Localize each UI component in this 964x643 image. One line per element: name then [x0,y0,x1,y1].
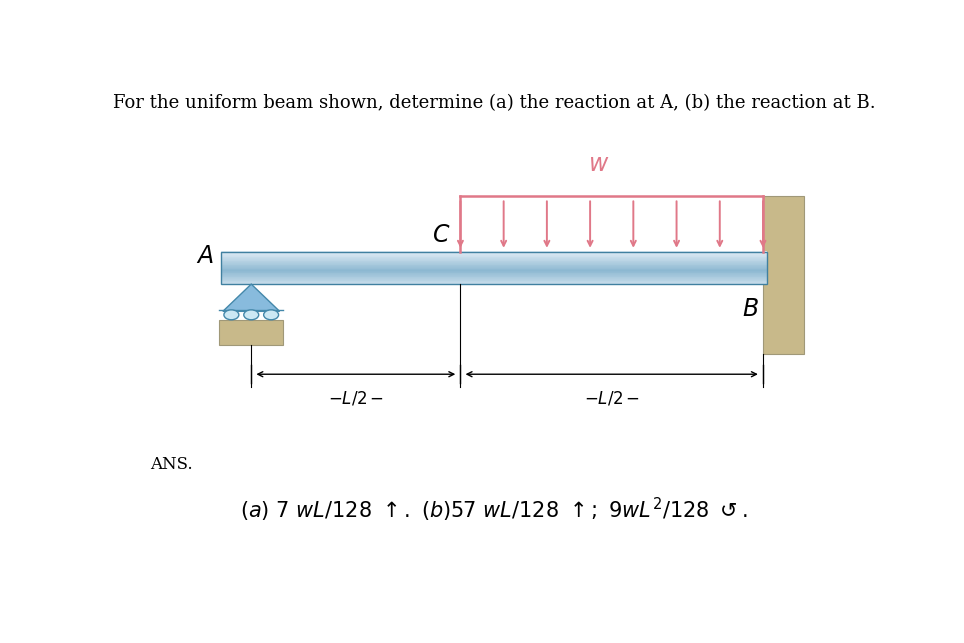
Bar [222,277,766,278]
Text: $-L/2-$: $-L/2-$ [328,389,384,407]
Bar [222,273,766,274]
Circle shape [224,310,239,320]
Bar [222,281,766,282]
Bar [222,251,766,253]
Circle shape [263,310,279,320]
Bar [222,275,766,276]
Text: $w$: $w$ [588,153,609,176]
Bar [222,266,766,267]
Bar [222,264,766,266]
Bar [222,282,766,283]
Bar [222,256,766,257]
Bar [222,253,766,254]
Bar [222,257,766,258]
Bar [222,262,766,264]
Bar [222,253,766,255]
Bar [222,271,766,272]
Bar [222,255,766,257]
Bar [222,279,766,280]
Bar [222,282,766,284]
Text: $(a)\ 7\ wL/128\ \uparrow.\ (b)57\ wL/128\ \uparrow;\ 9wL^2/128\ \circlearrowlef: $(a)\ 7\ wL/128\ \uparrow.\ (b)57\ wL/12… [240,496,748,524]
Bar [763,196,804,354]
Bar [222,278,766,280]
Bar [222,275,766,276]
Text: For the uniform beam shown, determine (a) the reaction at A, (b) the reaction at: For the uniform beam shown, determine (a… [113,95,875,113]
Bar [222,262,766,263]
Text: $B$: $B$ [742,298,759,322]
Bar [222,258,766,260]
Bar [222,260,766,261]
Bar [222,265,766,266]
Bar [222,268,766,269]
Bar [222,266,766,267]
Bar [222,269,766,270]
Bar [222,267,766,269]
Bar [222,272,766,273]
Bar [222,263,766,264]
Bar [222,269,766,271]
Bar [222,258,766,259]
Bar [222,252,766,253]
Bar [222,271,766,273]
Bar [222,276,766,277]
Bar [222,280,766,282]
Bar [222,278,766,279]
Bar [222,251,766,284]
Text: $-L/2-$: $-L/2-$ [583,389,640,407]
Bar [222,259,766,260]
Text: ANS.: ANS. [150,456,193,473]
Text: $A$: $A$ [196,245,214,268]
Bar [222,261,766,262]
Circle shape [244,310,258,320]
Bar [222,274,766,275]
Bar [222,255,766,256]
Bar [220,320,283,345]
Text: $C$: $C$ [432,224,451,247]
Polygon shape [223,284,280,311]
